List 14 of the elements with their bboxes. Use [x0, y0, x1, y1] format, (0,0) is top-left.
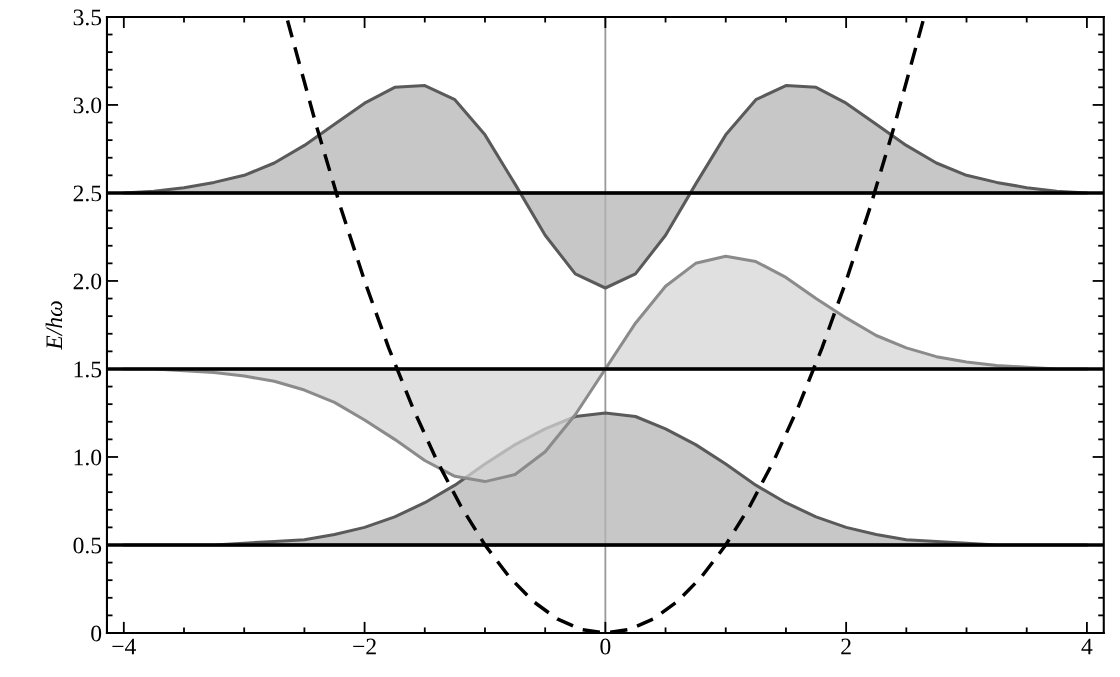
y-tick-label: 0.5 [73, 537, 102, 554]
y-tick-label: 1.0 [74, 449, 102, 466]
x-tick-label: 4 [1081, 638, 1093, 655]
y-tick-label: 2.5 [73, 185, 102, 202]
y-axis-title: E/hω [45, 301, 63, 350]
x-tick-label: −4 [112, 638, 137, 655]
y-tick-label: 1.5 [74, 361, 102, 378]
y-tick-label: 2.0 [73, 273, 102, 290]
x-tick-label: 0 [600, 638, 611, 655]
y-tick-label: 3.5 [73, 9, 102, 26]
y-tick-label: 3.0 [73, 97, 102, 114]
x-tick-label: −2 [353, 638, 376, 655]
x-tick-label: 2 [841, 638, 851, 655]
y-tick-label: 0 [91, 625, 102, 642]
